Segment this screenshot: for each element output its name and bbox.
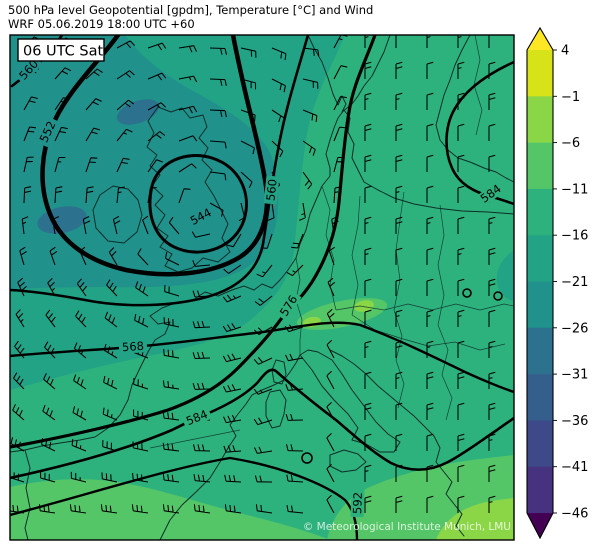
- contour-584-south: [10, 368, 514, 480]
- map-frame: [9, 34, 515, 541]
- geopotential-contours: [10, 35, 514, 540]
- contour-568: [10, 321, 514, 394]
- colorbar-tick-label: −1: [561, 90, 580, 105]
- contour-closed-center: [493, 291, 503, 301]
- contour-label: 592: [350, 492, 365, 514]
- contour-label-bg: [181, 406, 213, 429]
- contour-label-bg: [185, 204, 217, 229]
- timestamp-label: 06 UTC Sat: [23, 44, 104, 60]
- colorbar: 4 −1 −6 −11 −16 −21 −26 −31 −36 −41 −46: [526, 26, 588, 540]
- colorbar-under-arrow: [527, 513, 553, 538]
- contour-label-bg: [14, 54, 43, 85]
- colorbar-tick-label: −6: [561, 136, 580, 151]
- watermark: © Meteorological Institute Munich, LMU: [303, 521, 511, 533]
- colorbar-segments: [527, 50, 553, 513]
- timestamp-box: 06 UTC Sat: [17, 38, 105, 62]
- map-panel: 552 560 544 560 568 576 584 584 592 © Me…: [10, 35, 514, 540]
- colorbar-tick-label: −46: [561, 507, 588, 522]
- colorbar-tick-label: −21: [561, 275, 588, 290]
- contour-544: [148, 154, 248, 254]
- contour-label: 560: [263, 178, 279, 201]
- temp-band-warm-sw: [10, 479, 330, 540]
- colorbar-over-arrow: [527, 28, 553, 50]
- temp-band-warmer-spot: [354, 300, 374, 312]
- colorbar-ticks: 4 −1 −6 −11 −16 −21 −26 −31 −36 −41 −46: [553, 44, 588, 522]
- temp-band-warmer-se-corner: [436, 498, 514, 540]
- contour-560-east: [10, 35, 310, 307]
- coastlines-layer: [10, 35, 514, 540]
- figure-title: 500 hPa level Geopotential [gpdm], Tempe…: [8, 3, 373, 17]
- colorbar-tick-label: −16: [561, 229, 588, 244]
- figure-subtitle: WRF 05.06.2019 18:00 UTC +60: [8, 17, 195, 31]
- colorbar-tick-label: −31: [561, 368, 588, 383]
- contour-label-bg: [475, 180, 506, 208]
- contour-closed-center: [462, 288, 472, 298]
- colorbar-tick-label: −36: [561, 414, 588, 429]
- colorbar-tick-label: 4: [561, 44, 569, 59]
- temp-band-cold-tongue: [496, 250, 514, 302]
- contour-label: 568: [122, 339, 145, 354]
- contour-label-bg: [118, 339, 148, 354]
- contour-584-northeast: [445, 60, 514, 206]
- contour-closed-center: [301, 452, 313, 464]
- contour-label-bg: [263, 175, 280, 205]
- temp-band-coldest-blob: [116, 99, 160, 125]
- contour-label-bg: [350, 488, 365, 518]
- contour-label-bg: [35, 116, 60, 148]
- contour-592: [10, 456, 359, 540]
- colorbar-tick-label: −26: [561, 321, 588, 336]
- contour-label-bg: [275, 290, 302, 322]
- colorbar-tick-label: −41: [561, 460, 588, 475]
- colorbar-tick-label: −11: [561, 182, 588, 197]
